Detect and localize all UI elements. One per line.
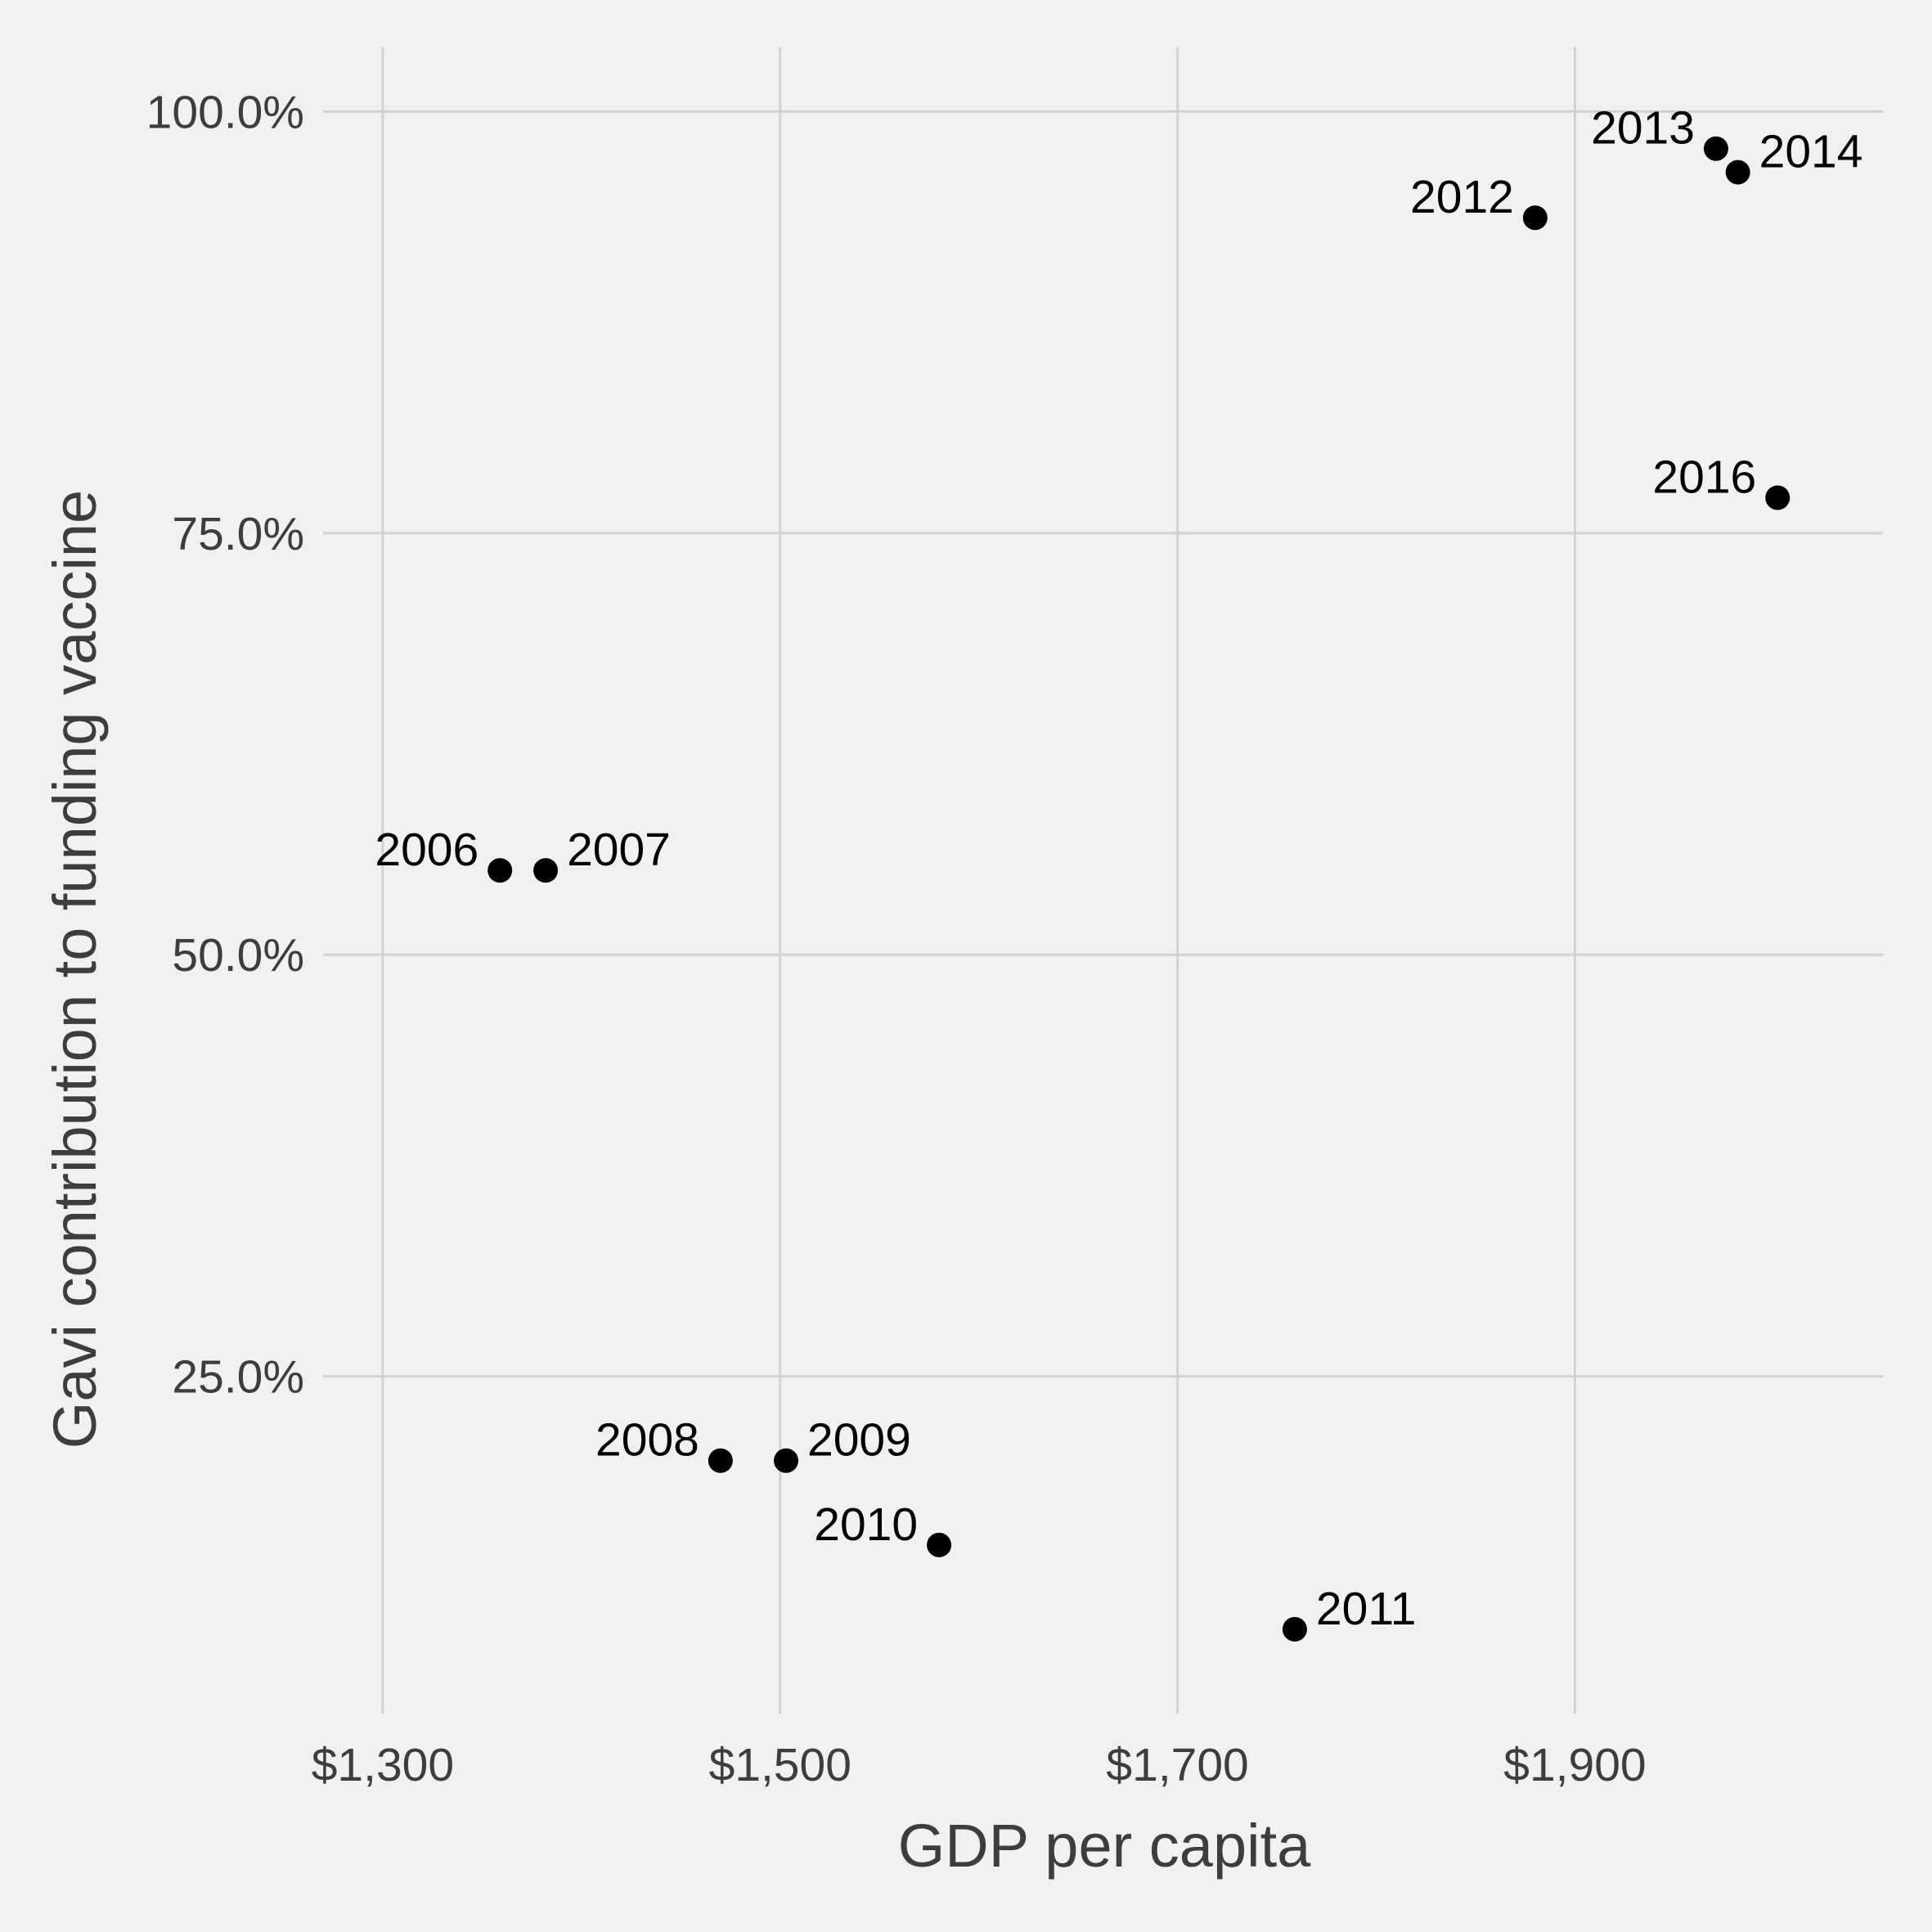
data-point-2010 <box>927 1532 952 1557</box>
x-tick-label: $1,900 <box>1503 1739 1646 1791</box>
data-point-2014 <box>1725 160 1750 185</box>
data-point-2008 <box>708 1448 733 1473</box>
point-label-2006: 2006 <box>375 824 479 876</box>
point-labels: 2006 2007 2008 2009 2010 2011 2012 2013 2014 2016 <box>375 102 1862 1635</box>
point-label-2010: 2010 <box>814 1498 918 1551</box>
tick-labels: 25.0% 50.0% 75.0% 100.0% $1,300 $1,500 $1,700 $… <box>146 86 1647 1791</box>
point-label-2008: 2008 <box>595 1414 699 1467</box>
y-tick-label: 75.0% <box>172 508 304 560</box>
point-label-2009: 2009 <box>807 1414 911 1467</box>
point-label-2011: 2011 <box>1316 1583 1417 1635</box>
data-point-2006 <box>487 858 513 883</box>
point-label-2016: 2016 <box>1652 451 1756 503</box>
y-tick-label: 50.0% <box>172 929 304 982</box>
data-point-2016 <box>1765 485 1790 510</box>
data-point-2009 <box>774 1448 799 1473</box>
point-label-2007: 2007 <box>567 824 671 876</box>
x-tick-label: $1,500 <box>709 1739 851 1791</box>
y-tick-label: 100.0% <box>146 86 304 138</box>
data-point-2013 <box>1703 136 1728 161</box>
point-label-2013: 2013 <box>1591 102 1695 155</box>
grid <box>323 47 1883 1714</box>
data-point-2007 <box>533 858 559 883</box>
x-axis-title: GDP per capita <box>898 1812 1311 1880</box>
data-point-2012 <box>1522 205 1548 231</box>
data-point-2011 <box>1282 1616 1307 1642</box>
point-label-2012: 2012 <box>1410 171 1514 223</box>
x-tick-label: $1,700 <box>1106 1739 1248 1791</box>
x-tick-label: $1,300 <box>312 1739 454 1791</box>
point-label-2014: 2014 <box>1759 126 1863 178</box>
y-tick-label: 25.0% <box>172 1351 304 1404</box>
y-axis-title: Gavi contribution to funding vaccine <box>41 490 109 1449</box>
data-points <box>487 136 1790 1642</box>
